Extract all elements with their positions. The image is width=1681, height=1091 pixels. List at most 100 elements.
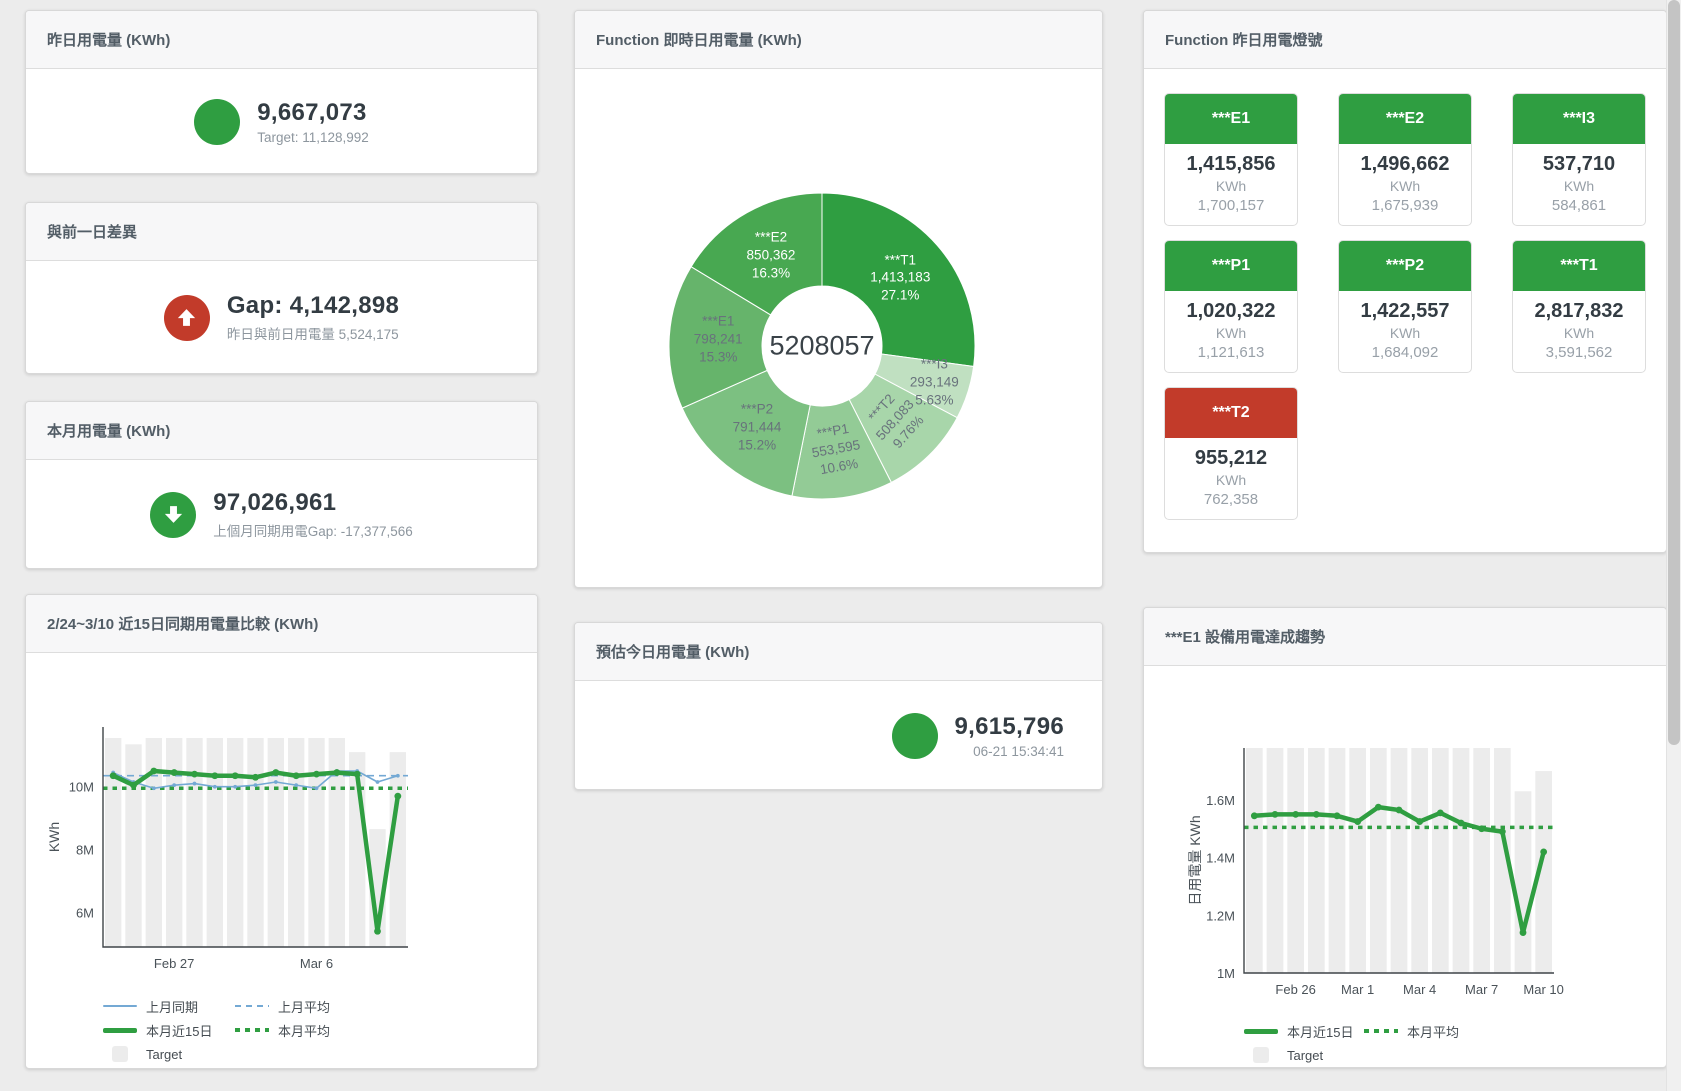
legend-item[interactable]: 本月平均 [235, 1020, 367, 1040]
legend-item[interactable]: Target [103, 1044, 235, 1064]
status-tile-E2[interactable]: ***E2 1,496,662 KWh 1,675,939 [1338, 93, 1472, 226]
panel-month-usage: 本月用電量 (KWh) 97,026,961 上個月同期用電Gap: -17,3… [25, 401, 538, 569]
tile-name: ***E2 [1339, 94, 1471, 144]
estimate-value: 9,615,796 [954, 712, 1064, 740]
donut-center-total: 5208057 [769, 330, 875, 361]
panel-month-title: 本月用電量 (KWh) [47, 423, 171, 440]
panel-prev-day-gap-header: 與前一日差異 [26, 203, 537, 261]
lights-tile-grid: ***E1 1,415,856 KWh 1,700,157 ***E2 1,496,662… [1144, 69, 1666, 544]
tile-name: ***P1 [1165, 241, 1297, 291]
legend-label: 本月平均 [278, 1023, 331, 1039]
tile-name: ***E1 [1165, 94, 1297, 144]
status-tile-E1[interactable]: ***E1 1,415,856 KWh 1,700,157 [1164, 93, 1298, 226]
panel-e1-trend-header: ***E1 設備用電達成趨勢 [1144, 608, 1666, 666]
legend-label: Target [1287, 1047, 1324, 1063]
pie-slice-label: ***P1 553,595 10.6% [810, 420, 862, 477]
tile-prev-value: 1,684,092 [1371, 344, 1439, 361]
status-tile-P1[interactable]: ***P1 1,020,322 KWh 1,121,613 [1164, 240, 1298, 373]
left-column: 昨日用電量 (KWh) 9,667,073 Target: 11,128,992… [25, 10, 538, 1069]
svg-text:Mar 7: Mar 7 [1465, 982, 1498, 997]
svg-text:Feb 27: Feb 27 [154, 956, 194, 971]
svg-text:1.6M: 1.6M [1206, 793, 1235, 808]
target-swatch-icon [112, 1046, 128, 1062]
panel-compare15-header: 2/24~3/10 近15日同期用電量比較 (KWh) [26, 595, 537, 653]
status-tile-T1[interactable]: ***T1 2,817,832 KWh 3,591,562 [1512, 240, 1646, 373]
e1-trend-chart: 1M 1.2M 1.4M 1.6M Feb 26 Mar 1 Mar 4 Mar 7 Mar 1… [1164, 738, 1646, 1013]
tile-prev-value: 3,591,562 [1545, 344, 1613, 361]
series-swatch-icon [103, 1004, 137, 1008]
svg-text:Mar 1: Mar 1 [1341, 982, 1374, 997]
series-swatch-icon [103, 1027, 137, 1033]
legend-item[interactable]: 本月近15日 [103, 1020, 235, 1040]
legend-item[interactable]: Target [1244, 1045, 1364, 1065]
tile-value: 1,415,856 [1186, 153, 1276, 175]
tile-unit: KWh [1215, 325, 1247, 341]
legend-item[interactable]: 上月同期 [103, 996, 235, 1016]
panel-yesterday-header: 昨日用電量 (KWh) [26, 11, 537, 69]
compare15-legend: 上月同期 上月平均 本月近15日 本月平均 Target [103, 996, 517, 1064]
series-swatch-icon [1364, 1029, 1398, 1033]
tile-unit: KWh [1389, 325, 1421, 341]
panel-lights-header: Function 昨日用電燈號 [1144, 11, 1666, 69]
panel-estimate-header: 預估今日用電量 (KWh) [575, 623, 1102, 681]
panel-compare15: 2/24~3/10 近15日同期用電量比較 (KWh) 6M 8M 10M Feb 2… [25, 594, 538, 1069]
status-tile-T2[interactable]: ***T2 955,212 KWh 762,358 [1164, 387, 1298, 520]
tile-name: ***T2 [1165, 388, 1297, 438]
pie-slice-label: ***E1 798,241 15.3% [693, 313, 743, 365]
panel-estimate-title: 預估今日用電量 (KWh) [596, 644, 750, 661]
status-tile-I3[interactable]: ***I3 537,710 KWh 584,861 [1512, 93, 1646, 226]
tile-value: 1,020,322 [1186, 300, 1276, 322]
panel-lights: Function 昨日用電燈號 ***E1 1,415,856 KWh 1,700,1… [1143, 10, 1667, 553]
panel-realtime-pie: Function 即時日用電量 (KWh) 5208057 ***T1 1,413… [574, 10, 1103, 588]
compare15-chart: 6M 8M 10M Feb 27 Mar 6 KWh [46, 713, 517, 988]
realtime-donut-chart: 5208057 ***T1 1,413,183 27.1% ***I3 293,149 5… [575, 69, 1102, 587]
panel-e1-trend-title: ***E1 設備用電達成趨勢 [1165, 629, 1326, 646]
tile-unit: KWh [1389, 178, 1421, 194]
panel-yesterday-title: 昨日用電量 (KWh) [47, 32, 171, 49]
svg-text:Feb 26: Feb 26 [1275, 982, 1315, 997]
prev-day-gap-value: Gap: 4,142,898 [226, 292, 400, 319]
tile-prev-value: 1,675,939 [1371, 197, 1439, 214]
legend-item[interactable]: 本月平均 [1364, 1021, 1484, 1041]
scrollbar-thumb[interactable] [1668, 0, 1680, 745]
green-status-circle-icon [194, 98, 241, 145]
svg-text:8M: 8M [76, 843, 94, 858]
month-gap-sub: 上個月同期用電Gap: -17,377,566 [213, 524, 413, 539]
legend-label: 上月同期 [146, 999, 199, 1015]
tile-unit: KWh [1563, 178, 1595, 194]
right-column: Function 昨日用電燈號 ***E1 1,415,856 KWh 1,700,1… [1143, 10, 1667, 1068]
tile-name: ***T1 [1513, 241, 1645, 291]
legend-label: 本月近15日 [1287, 1024, 1354, 1040]
prev-day-gap-stat: Gap: 4,142,898 昨日與前日用電量 5,524,175 [26, 261, 537, 373]
yesterday-target-label: Target: 11,128,992 [257, 129, 369, 145]
month-value: 97,026,961 [213, 489, 337, 516]
legend-label: 本月平均 [1407, 1024, 1460, 1040]
green-status-circle-icon [891, 712, 938, 759]
tile-name: ***I3 [1513, 94, 1645, 144]
middle-column: Function 即時日用電量 (KWh) 5208057 ***T1 1,413… [574, 10, 1103, 790]
panel-today-estimate: 預估今日用電量 (KWh) 9,615,796 06-21 15:34:41 [574, 622, 1103, 790]
page-scrollbar [1666, 0, 1681, 1091]
panel-lights-title: Function 昨日用電燈號 [1165, 32, 1323, 49]
estimate-timestamp: 06-21 15:34:41 [973, 743, 1064, 759]
tile-value: 1,422,557 [1360, 300, 1450, 322]
tile-unit: KWh [1215, 472, 1247, 488]
svg-text:日用電量 KWh: 日用電量 KWh [1187, 815, 1203, 905]
tile-prev-value: 762,358 [1203, 491, 1259, 508]
panel-month-header: 本月用電量 (KWh) [26, 402, 537, 460]
pie-slice-label: ***E2 850,362 16.3% [746, 229, 796, 281]
tile-value: 2,817,832 [1534, 300, 1624, 322]
dashboard: 昨日用電量 (KWh) 9,667,073 Target: 11,128,992… [25, 10, 1667, 1069]
tile-name: ***P2 [1339, 241, 1471, 291]
legend-item[interactable]: 上月平均 [235, 996, 367, 1016]
yesterday-stat: 9,667,073 Target: 11,128,992 [26, 69, 537, 173]
svg-text:Mar 4: Mar 4 [1403, 982, 1436, 997]
legend-item[interactable]: 本月近15日 [1244, 1021, 1364, 1041]
series-swatch-icon [235, 1028, 269, 1032]
svg-text:6M: 6M [76, 905, 94, 920]
tile-prev-value: 584,861 [1551, 197, 1607, 214]
svg-text:Mar 6: Mar 6 [300, 956, 333, 971]
pie-slice-label: ***T1 1,413,183 27.1% [870, 251, 931, 303]
status-tile-P2[interactable]: ***P2 1,422,557 KWh 1,684,092 [1338, 240, 1472, 373]
series-swatch-icon [1244, 1028, 1278, 1034]
